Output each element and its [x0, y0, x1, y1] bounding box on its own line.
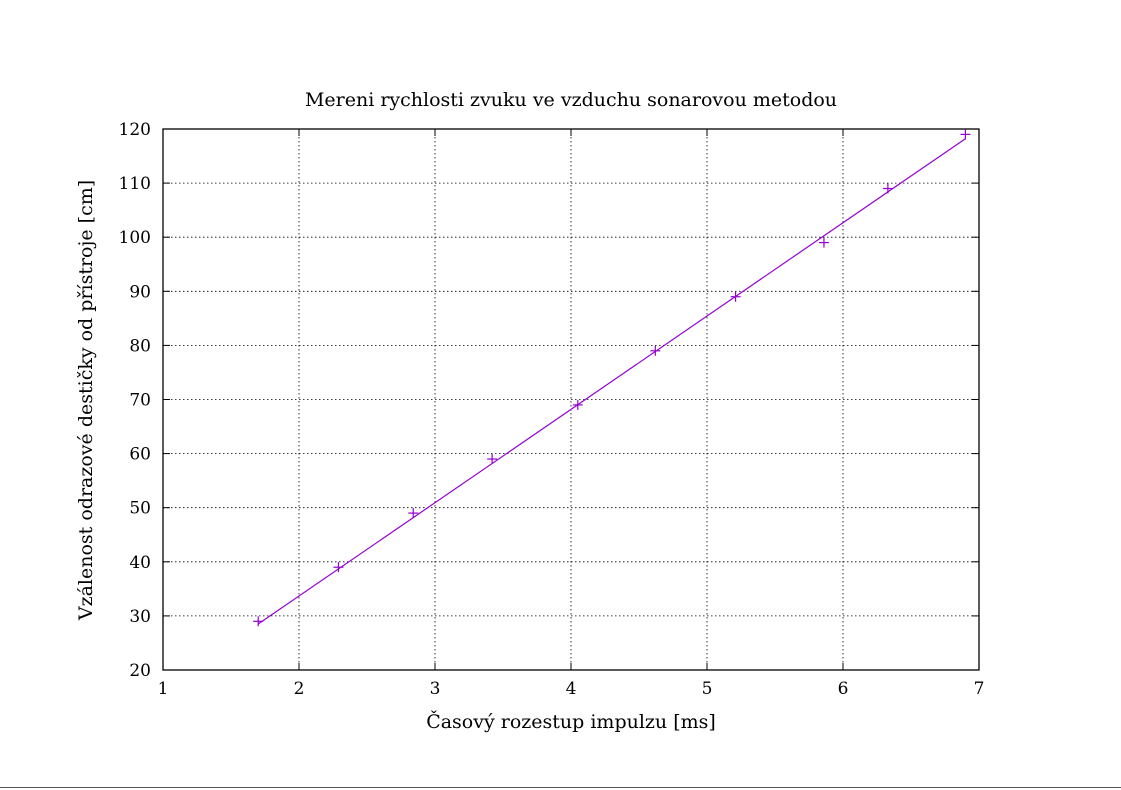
data-point — [408, 508, 419, 519]
y-tick-label: 110 — [119, 174, 151, 194]
data-point — [253, 616, 264, 627]
fit-line — [257, 138, 966, 625]
x-tick-label: 7 — [974, 679, 985, 699]
data-point — [730, 291, 741, 302]
data-point — [650, 345, 661, 356]
x-tick-label: 1 — [158, 679, 169, 699]
y-tick-label: 70 — [129, 391, 151, 411]
data-point — [818, 237, 829, 248]
y-tick-label: 100 — [119, 228, 151, 248]
data-point — [882, 183, 893, 194]
x-tick-label: 3 — [430, 679, 441, 699]
series — [253, 129, 971, 627]
data-point — [572, 399, 583, 410]
y-tick-label: 30 — [129, 607, 151, 627]
x-tick-label: 5 — [702, 679, 713, 699]
x-axis-label: Časový rozestup impulzu [ms] — [426, 710, 716, 733]
x-tick-label: 6 — [838, 679, 849, 699]
data-point — [960, 129, 971, 140]
y-tick-label: 20 — [129, 661, 151, 681]
y-tick-label: 40 — [129, 553, 151, 573]
y-tick-label: 80 — [129, 336, 151, 356]
data-point — [333, 562, 344, 573]
x-tick-label: 4 — [566, 679, 577, 699]
y-tick-label: 50 — [129, 499, 151, 519]
data-point — [487, 454, 498, 465]
x-tick-label: 2 — [294, 679, 305, 699]
chart-title: Mereni rychlosti zvuku ve vzduchu sonaro… — [305, 89, 837, 111]
grid — [163, 129, 979, 670]
page-divider — [0, 787, 1121, 788]
y-tick-label: 120 — [119, 120, 151, 140]
y-tick-label: 90 — [129, 282, 151, 302]
y-tick-label: 60 — [129, 445, 151, 465]
y-axis-label: Vzálenost odrazové destičky od přístroje… — [75, 180, 97, 621]
ticks: 1 2 3 4 5 6 7 20 30 40 50 60 70 80 90 100 110 120 — [119, 120, 985, 699]
